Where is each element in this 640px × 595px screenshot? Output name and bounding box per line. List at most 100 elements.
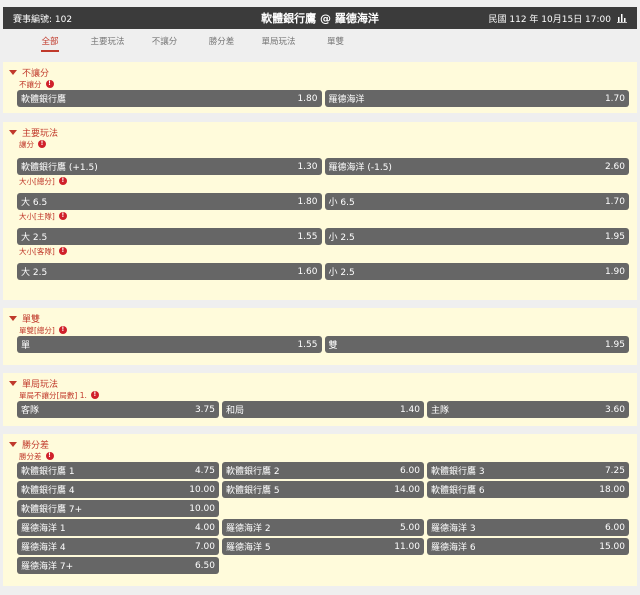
- selection-name: 主隊: [431, 406, 450, 416]
- tab-4[interactable]: 單局玩法: [250, 34, 307, 54]
- odds-row: 大 2.5 1.60 小 2.5 1.90: [17, 263, 629, 280]
- section-header[interactable]: 主要玩法: [9, 126, 631, 139]
- odds-value: 1.70: [604, 196, 625, 207]
- odds-row: 軟體銀行鷹 7+ 10.00: [17, 500, 629, 517]
- odds-button[interactable]: 羅德海洋 5 11.00: [222, 538, 424, 555]
- selection-name: 小 2.5: [328, 268, 355, 278]
- selection-name: 軟體銀行鷹 7+: [21, 505, 83, 515]
- section-3: 單局玩法 單局不讓分[局數] 1.! 客隊 3.75 和局 1.40 主隊 3.60: [3, 373, 637, 426]
- odds-row: 大 2.5 1.55 小 2.5 1.95: [17, 228, 629, 245]
- odds-button[interactable]: 羅德海洋 7+ 6.50: [17, 557, 219, 574]
- market-label: 單局不讓分[局數] 1.!: [19, 389, 631, 401]
- odds-button[interactable]: 小 2.5 1.95: [324, 228, 629, 245]
- odds-value: 10.00: [189, 503, 215, 514]
- odds-value: 1.40: [399, 404, 420, 415]
- odds-button[interactable]: 和局 1.40: [222, 401, 424, 418]
- market-name: 不讓分: [19, 79, 42, 89]
- market-label: 大小[客隊]!: [19, 245, 631, 257]
- odds-button[interactable]: 雙 1.95: [324, 336, 629, 353]
- odds-button[interactable]: 軟體銀行鷹 1 4.75: [17, 462, 219, 479]
- info-icon[interactable]: !: [45, 80, 54, 88]
- section-header[interactable]: 單雙: [9, 312, 631, 325]
- selection-name: 大 2.5: [21, 268, 48, 278]
- odds-button[interactable]: 軟體銀行鷹 3 7.25: [427, 462, 629, 479]
- selection-name: 羅德海洋 4: [21, 543, 66, 553]
- odds-button[interactable]: 羅德海洋 1.70: [324, 90, 629, 107]
- odds-row: 軟體銀行鷹 4 10.00 軟體銀行鷹 5 14.00 軟體銀行鷹 6 18.00: [17, 481, 629, 498]
- odds-button[interactable]: 軟體銀行鷹 7+ 10.00: [17, 500, 219, 517]
- odds-value: 1.30: [297, 161, 318, 172]
- odds-button[interactable]: 大 2.5 1.55: [17, 228, 322, 245]
- selection-name: 羅德海洋 5: [226, 543, 271, 553]
- odds-value: 3.75: [194, 404, 215, 415]
- odds-button[interactable]: 軟體銀行鷹 1.80: [17, 90, 322, 107]
- section-4: 勝分差 勝分差! 軟體銀行鷹 1 4.75 軟體銀行鷹 2 6.00 軟體銀行鷹 3 7.25…: [3, 434, 637, 586]
- odds-button[interactable]: 單 1.55: [17, 336, 322, 353]
- selection-name: 軟體銀行鷹 3: [431, 467, 485, 477]
- info-icon[interactable]: !: [58, 326, 67, 334]
- market-name: 單雙[總分]: [19, 325, 55, 335]
- odds-button[interactable]: 羅德海洋 3 6.00: [427, 519, 629, 536]
- selection-name: 羅德海洋: [328, 95, 365, 105]
- info-icon[interactable]: !: [58, 212, 67, 220]
- odds-value: 6.50: [194, 560, 215, 571]
- tab-2[interactable]: 不讓分: [136, 34, 193, 54]
- odds-button[interactable]: 大 2.5 1.60: [17, 263, 322, 280]
- caret-down-icon: [9, 315, 17, 321]
- tab-0[interactable]: 全部: [21, 34, 79, 54]
- tab-label: 單雙: [326, 37, 344, 47]
- tab-5[interactable]: 單雙: [307, 34, 364, 54]
- odds-value: 4.75: [194, 465, 215, 476]
- odds-value: 1.55: [297, 231, 318, 242]
- bar-chart-icon[interactable]: [617, 13, 627, 23]
- info-icon[interactable]: !: [58, 247, 67, 255]
- tab-3[interactable]: 勝分差: [193, 34, 250, 54]
- tab-1[interactable]: 主要玩法: [79, 34, 136, 54]
- odds-button[interactable]: 小 2.5 1.90: [324, 263, 629, 280]
- section-header[interactable]: 勝分差: [9, 438, 631, 451]
- odds-button[interactable]: 羅德海洋 4 7.00: [17, 538, 219, 555]
- odds-button[interactable]: 羅德海洋 6 15.00: [427, 538, 629, 555]
- odds-button[interactable]: 軟體銀行鷹 4 10.00: [17, 481, 219, 498]
- odds-row: 羅德海洋 4 7.00 羅德海洋 5 11.00 羅德海洋 6 15.00: [17, 538, 629, 555]
- odds-button[interactable]: 大 6.5 1.80: [17, 193, 322, 210]
- odds-button[interactable]: 主隊 3.60: [427, 401, 629, 418]
- odds-row: 單 1.55 雙 1.95: [17, 336, 629, 353]
- info-icon[interactable]: !: [90, 391, 99, 399]
- section-header[interactable]: 不讓分: [9, 66, 631, 79]
- selection-name: 客隊: [21, 406, 40, 416]
- section-0: 不讓分 不讓分! 軟體銀行鷹 1.80 羅德海洋 1.70: [3, 62, 637, 113]
- odds-value: 1.80: [297, 93, 318, 104]
- selection-name: 單: [21, 341, 31, 351]
- info-icon[interactable]: !: [38, 140, 46, 148]
- empty-slot: [427, 557, 629, 574]
- section-header[interactable]: 單局玩法: [9, 377, 631, 390]
- odds-button[interactable]: 軟體銀行鷹 2 6.00: [222, 462, 424, 479]
- odds-value: 18.00: [599, 484, 625, 495]
- selection-name: 軟體銀行鷹: [21, 95, 67, 105]
- tab-label: 全部: [41, 37, 59, 52]
- odds-row: 羅德海洋 1 4.00 羅德海洋 2 5.00 羅德海洋 3 6.00: [17, 519, 629, 536]
- market-label: 大小[主隊]!: [19, 210, 631, 222]
- odds-button[interactable]: 羅德海洋 1 4.00: [17, 519, 219, 536]
- odds-button[interactable]: 羅德海洋 2 5.00: [222, 519, 424, 536]
- caret-down-icon: [9, 69, 17, 75]
- odds-value: 15.00: [599, 541, 625, 552]
- odds-value: 1.60: [297, 266, 318, 277]
- odds-button[interactable]: 羅德海洋 (-1.5) 2.60: [324, 158, 629, 175]
- info-icon[interactable]: !: [45, 452, 54, 460]
- odds-button[interactable]: 客隊 3.75: [17, 401, 219, 418]
- caret-down-icon: [9, 129, 17, 135]
- section-title: 勝分差: [22, 440, 50, 451]
- market-label: 單雙[總分]!: [19, 324, 631, 336]
- odds-button[interactable]: 軟體銀行鷹 5 14.00: [222, 481, 424, 498]
- odds-button[interactable]: 小 6.5 1.70: [324, 193, 629, 210]
- tab-label: 單局玩法: [261, 37, 296, 47]
- odds-button[interactable]: 軟體銀行鷹 6 18.00: [427, 481, 629, 498]
- caret-down-icon: [9, 380, 17, 386]
- selection-name: 雙: [328, 341, 338, 351]
- section-title: 單局玩法: [22, 379, 59, 390]
- odds-button[interactable]: 軟體銀行鷹 (+1.5) 1.30: [17, 158, 322, 175]
- info-icon[interactable]: !: [58, 177, 67, 185]
- market-label: 勝分差!: [19, 450, 631, 462]
